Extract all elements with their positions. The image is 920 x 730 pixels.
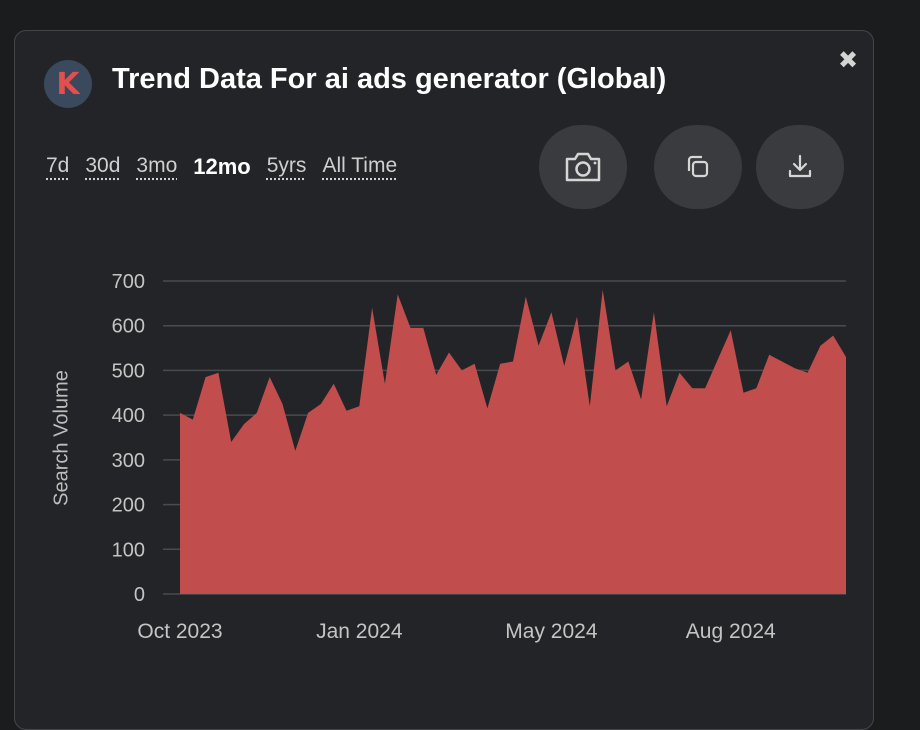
y-tick-label: 600 [112,316,145,338]
y-tick-label: 300 [112,450,145,472]
range-5yrs[interactable]: 5yrs [266,154,307,177]
time-range-selector: 7d 30d 3mo 12mo 5yrs All Time [46,154,397,180]
range-7d[interactable]: 7d [46,154,70,177]
series-area [180,289,846,594]
logo-letter: K [56,66,80,102]
y-tick-label: 100 [112,539,145,561]
y-tick-label: 500 [112,360,145,382]
x-tick-label: Oct 2023 [137,620,222,643]
range-12mo[interactable]: 12mo [193,154,251,179]
panel-title: Trend Data For ai ads generator (Global) [112,63,667,95]
trend-chart: 0 100 200 300 400 500 600 700 Oct 2023 Jan 2024 M… [112,271,846,643]
y-tick-label: 700 [112,271,145,293]
x-tick-label: Aug 2024 [686,620,776,643]
download-button[interactable] [756,125,844,209]
range-30d[interactable]: 30d [85,154,121,177]
close-icon[interactable]: ✖ [837,46,859,74]
y-tick-label: 0 [134,584,145,606]
x-tick-label: Jan 2024 [316,620,403,643]
range-3mo[interactable]: 3mo [136,154,178,177]
app-logo: K [44,60,92,108]
copy-button[interactable] [654,125,742,209]
range-all-time[interactable]: All Time [322,154,398,177]
screenshot-button[interactable] [539,125,627,209]
y-tick-label: 400 [112,405,145,427]
y-tick-label: 200 [112,495,145,517]
x-tick-label: May 2024 [505,620,598,643]
download-icon [788,154,812,178]
copy-icon [687,155,709,178]
camera-icon [565,152,601,182]
